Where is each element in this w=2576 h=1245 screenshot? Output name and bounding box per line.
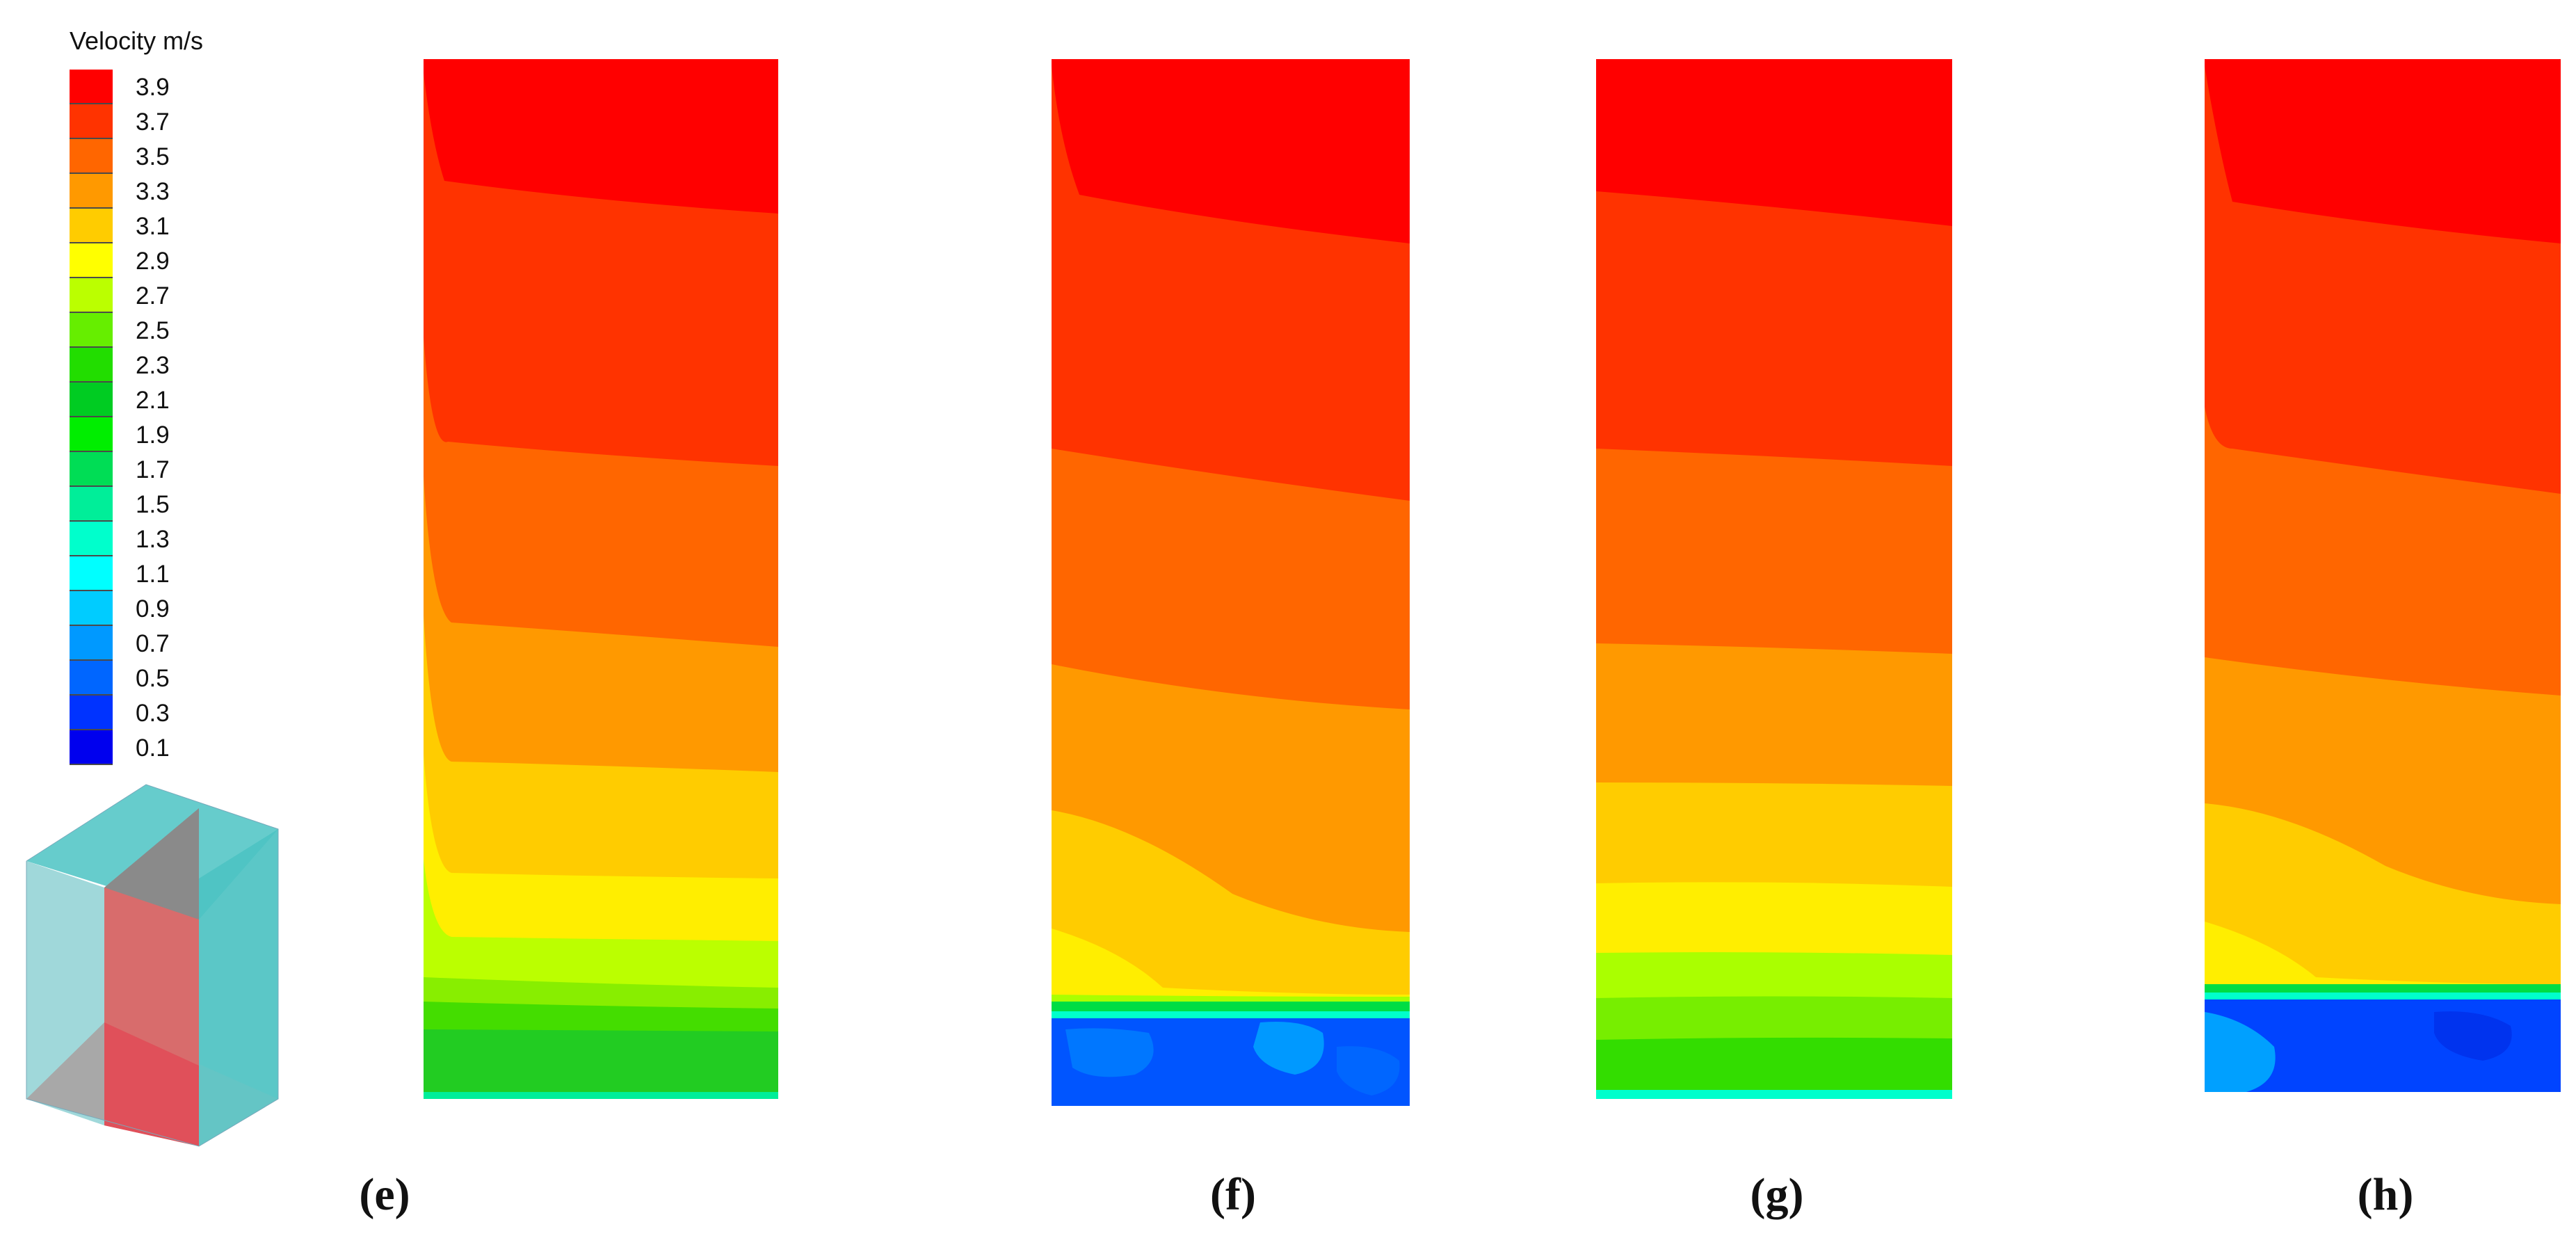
legend-swatch bbox=[70, 591, 113, 626]
legend-swatch bbox=[70, 417, 113, 452]
3d-box-schematic-icon bbox=[26, 784, 279, 1147]
legend-swatch bbox=[70, 556, 113, 591]
legend-tick-label: 1.7 bbox=[136, 456, 170, 483]
box-front-right-wall bbox=[199, 829, 278, 1146]
legend-tick-label: 1.5 bbox=[136, 491, 170, 518]
legend-tick-label: 3.9 bbox=[136, 74, 170, 101]
legend-tick-label: 3.7 bbox=[136, 109, 170, 136]
legend-tick-label: 3.1 bbox=[136, 213, 170, 240]
legend-tick-label: 0.7 bbox=[136, 630, 170, 657]
contour-panel-f bbox=[1052, 59, 1410, 1106]
contour-panel-g bbox=[1596, 59, 1952, 1099]
legend-tick-label: 0.3 bbox=[136, 700, 170, 727]
legend-swatch bbox=[70, 696, 113, 730]
legend-tick-label: 1.3 bbox=[136, 526, 170, 553]
legend-tick-label: 2.3 bbox=[136, 352, 170, 379]
legend-tick-label: 2.7 bbox=[136, 282, 170, 310]
legend-swatch bbox=[70, 626, 113, 661]
legend-swatch bbox=[70, 243, 113, 278]
box-top-face bbox=[26, 785, 278, 903]
legend-tick-label: 1.9 bbox=[136, 421, 170, 449]
legend-swatch bbox=[70, 522, 113, 556]
legend-swatch bbox=[70, 348, 113, 383]
box-red-plane-lower bbox=[104, 1022, 199, 1146]
legend-swatch bbox=[70, 139, 113, 174]
legend-swatch bbox=[70, 70, 113, 104]
legend-tick-label: 0.9 bbox=[136, 595, 170, 622]
panel-caption-g: (g) bbox=[1750, 1169, 1804, 1220]
legend-tick-label: 1.1 bbox=[136, 561, 170, 588]
legend-swatch bbox=[70, 174, 113, 209]
legend-tick-label: 2.1 bbox=[136, 387, 170, 414]
legend-tick-label: 3.3 bbox=[136, 178, 170, 205]
panel-caption-f: (f) bbox=[1210, 1169, 1256, 1220]
contour-panel-e bbox=[424, 59, 778, 1099]
legend-swatch bbox=[70, 661, 113, 696]
legend-swatch bbox=[70, 452, 113, 487]
legend-swatch bbox=[70, 278, 113, 313]
panel-caption-h: (h) bbox=[2357, 1169, 2414, 1220]
panel-caption-e: (e) bbox=[359, 1169, 410, 1220]
legend-swatch bbox=[70, 730, 113, 765]
legend-title: Velocity m/s bbox=[70, 26, 204, 55]
legend-swatch bbox=[70, 313, 113, 348]
legend-tick-label: 2.9 bbox=[136, 248, 170, 275]
legend-swatch bbox=[70, 487, 113, 522]
legend-swatch bbox=[70, 104, 113, 139]
legend-tick-label: 3.5 bbox=[136, 143, 170, 170]
legend-tick-label: 0.1 bbox=[136, 734, 170, 762]
legend-tick-label: 0.5 bbox=[136, 665, 170, 692]
legend-tick-label: 2.5 bbox=[136, 317, 170, 344]
legend-swatch bbox=[70, 209, 113, 243]
contour-panel-h bbox=[2205, 59, 2561, 1092]
legend-swatch bbox=[70, 383, 113, 417]
